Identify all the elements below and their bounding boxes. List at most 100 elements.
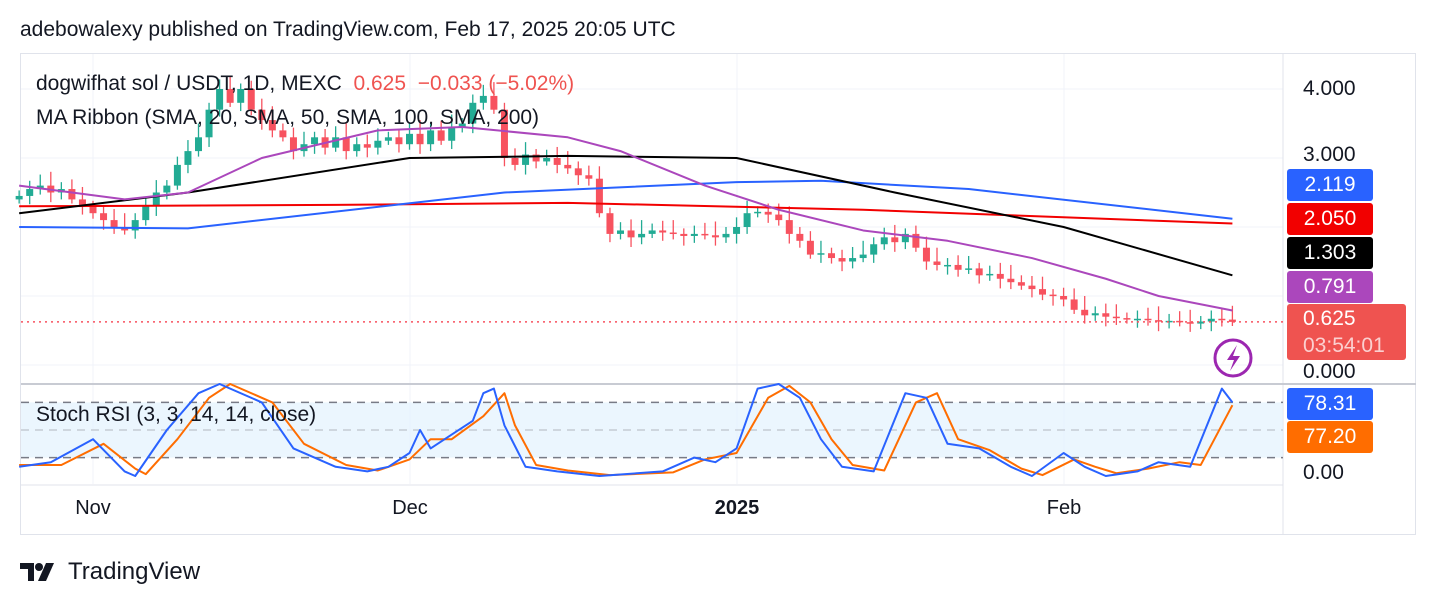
candle-down xyxy=(490,95,498,110)
candle-up xyxy=(817,253,825,255)
candle-down xyxy=(838,258,846,262)
candle-down xyxy=(975,268,983,276)
countdown: 03:54:01 xyxy=(1303,334,1385,357)
candle-up xyxy=(638,233,646,238)
rsi-label-0: 0.00 xyxy=(1303,461,1344,484)
candle-up xyxy=(458,123,466,127)
candle-down xyxy=(954,264,962,270)
candle-down xyxy=(680,233,688,236)
candle-down xyxy=(437,130,445,141)
last-price-badge: 0.625 03:54:01 xyxy=(1287,304,1406,360)
candle-down xyxy=(669,232,677,235)
candle-down xyxy=(532,154,540,162)
candle-up xyxy=(944,264,952,267)
candle-up xyxy=(237,89,245,103)
sma200-line xyxy=(19,201,1233,225)
candle-up xyxy=(986,273,994,276)
sma50-badge: 1.303 xyxy=(1287,237,1373,269)
candle-down xyxy=(1218,318,1226,321)
candle-down xyxy=(996,273,1004,279)
indicator-legend[interactable]: MA Ribbon (SMA, 20, SMA, 50, SMA, 100, S… xyxy=(36,106,540,129)
candle-up xyxy=(479,95,487,103)
sma200-badge: 2.050 xyxy=(1287,203,1373,235)
candle-down xyxy=(226,89,234,103)
lightning-icon xyxy=(1227,345,1240,371)
candle-up xyxy=(311,137,319,145)
candle-up xyxy=(142,206,150,221)
candle-up xyxy=(406,133,413,145)
price-label-4: 4.000 xyxy=(1303,77,1356,100)
tradingview-logo-icon xyxy=(20,563,54,581)
publish-info: adebowalexy published on TradingView.com… xyxy=(20,18,676,41)
candle-down xyxy=(1039,289,1046,295)
candle-down xyxy=(1017,282,1025,286)
candle-down xyxy=(775,214,783,221)
candle-down xyxy=(395,137,403,145)
price-change: −0.033 (−5.02%) xyxy=(417,72,575,95)
candle-up xyxy=(184,151,192,165)
flash-icon xyxy=(1213,338,1253,378)
candle-up xyxy=(152,192,160,207)
stoch-k-line xyxy=(19,383,1234,477)
candle-up xyxy=(195,137,202,152)
candle-up xyxy=(859,254,867,259)
candle-down xyxy=(701,233,709,236)
candle-down xyxy=(500,109,508,158)
candle-down xyxy=(1228,319,1236,322)
candle-down xyxy=(891,237,899,243)
time-label-2025: 2025 xyxy=(714,497,760,519)
symbol-legend[interactable]: dogwifhat sol / USDT, 1D, MEXC 0.625 −0.… xyxy=(36,72,574,96)
candle-up xyxy=(469,102,477,124)
candle-up xyxy=(965,268,973,270)
candle-down xyxy=(1007,278,1015,283)
time-label-dec: Dec xyxy=(392,497,428,519)
candle-down xyxy=(933,261,941,265)
candle-down xyxy=(711,235,719,238)
candle-down xyxy=(922,247,930,262)
candle-down xyxy=(1102,313,1110,317)
candle-up xyxy=(870,244,878,255)
candle-down xyxy=(1155,320,1163,322)
candle-up xyxy=(353,144,361,152)
candle-up xyxy=(543,158,551,162)
candle-down xyxy=(78,199,86,207)
symbol-title: dogwifhat sol / USDT, 1D, MEXC xyxy=(36,72,342,95)
candle-down xyxy=(363,144,371,148)
stoch-rsi-legend[interactable]: Stoch RSI (3, 3, 14, 14, close) xyxy=(36,403,317,426)
candle-down xyxy=(553,158,561,165)
candle-down xyxy=(342,137,350,152)
candle-down xyxy=(1144,318,1152,321)
candle-down xyxy=(1112,316,1120,319)
candle-up xyxy=(522,154,530,165)
candle-up xyxy=(173,164,181,186)
time-label-nov: Nov xyxy=(75,497,111,519)
price-label-0: 0.000 xyxy=(1303,360,1356,383)
sma100-badge: 2.119 xyxy=(1287,169,1373,201)
brand-name: TradingView xyxy=(68,558,201,585)
candle-down xyxy=(585,175,593,179)
candle-up xyxy=(332,137,340,148)
candle-down xyxy=(659,230,667,233)
candle-up xyxy=(36,185,44,190)
sma20-badge: 0.791 xyxy=(1287,271,1373,303)
candle-up xyxy=(427,130,435,145)
candle-down xyxy=(247,89,255,110)
candle-down xyxy=(806,240,814,255)
candle-down xyxy=(785,220,793,234)
candle-up xyxy=(216,89,224,110)
candle-down xyxy=(564,164,572,169)
candle-down xyxy=(627,230,635,238)
candle-up xyxy=(733,227,741,234)
price-label-3: 3.000 xyxy=(1303,143,1356,166)
candle-up xyxy=(849,258,857,262)
candle-up xyxy=(1165,320,1173,323)
candle-up xyxy=(1133,318,1141,321)
candle-down xyxy=(1060,296,1068,300)
tradingview-logo[interactable]: TradingView xyxy=(20,558,200,586)
candle-down xyxy=(279,130,287,138)
candle-down xyxy=(828,253,835,259)
candle-down xyxy=(595,178,603,214)
candle-up xyxy=(15,195,23,200)
